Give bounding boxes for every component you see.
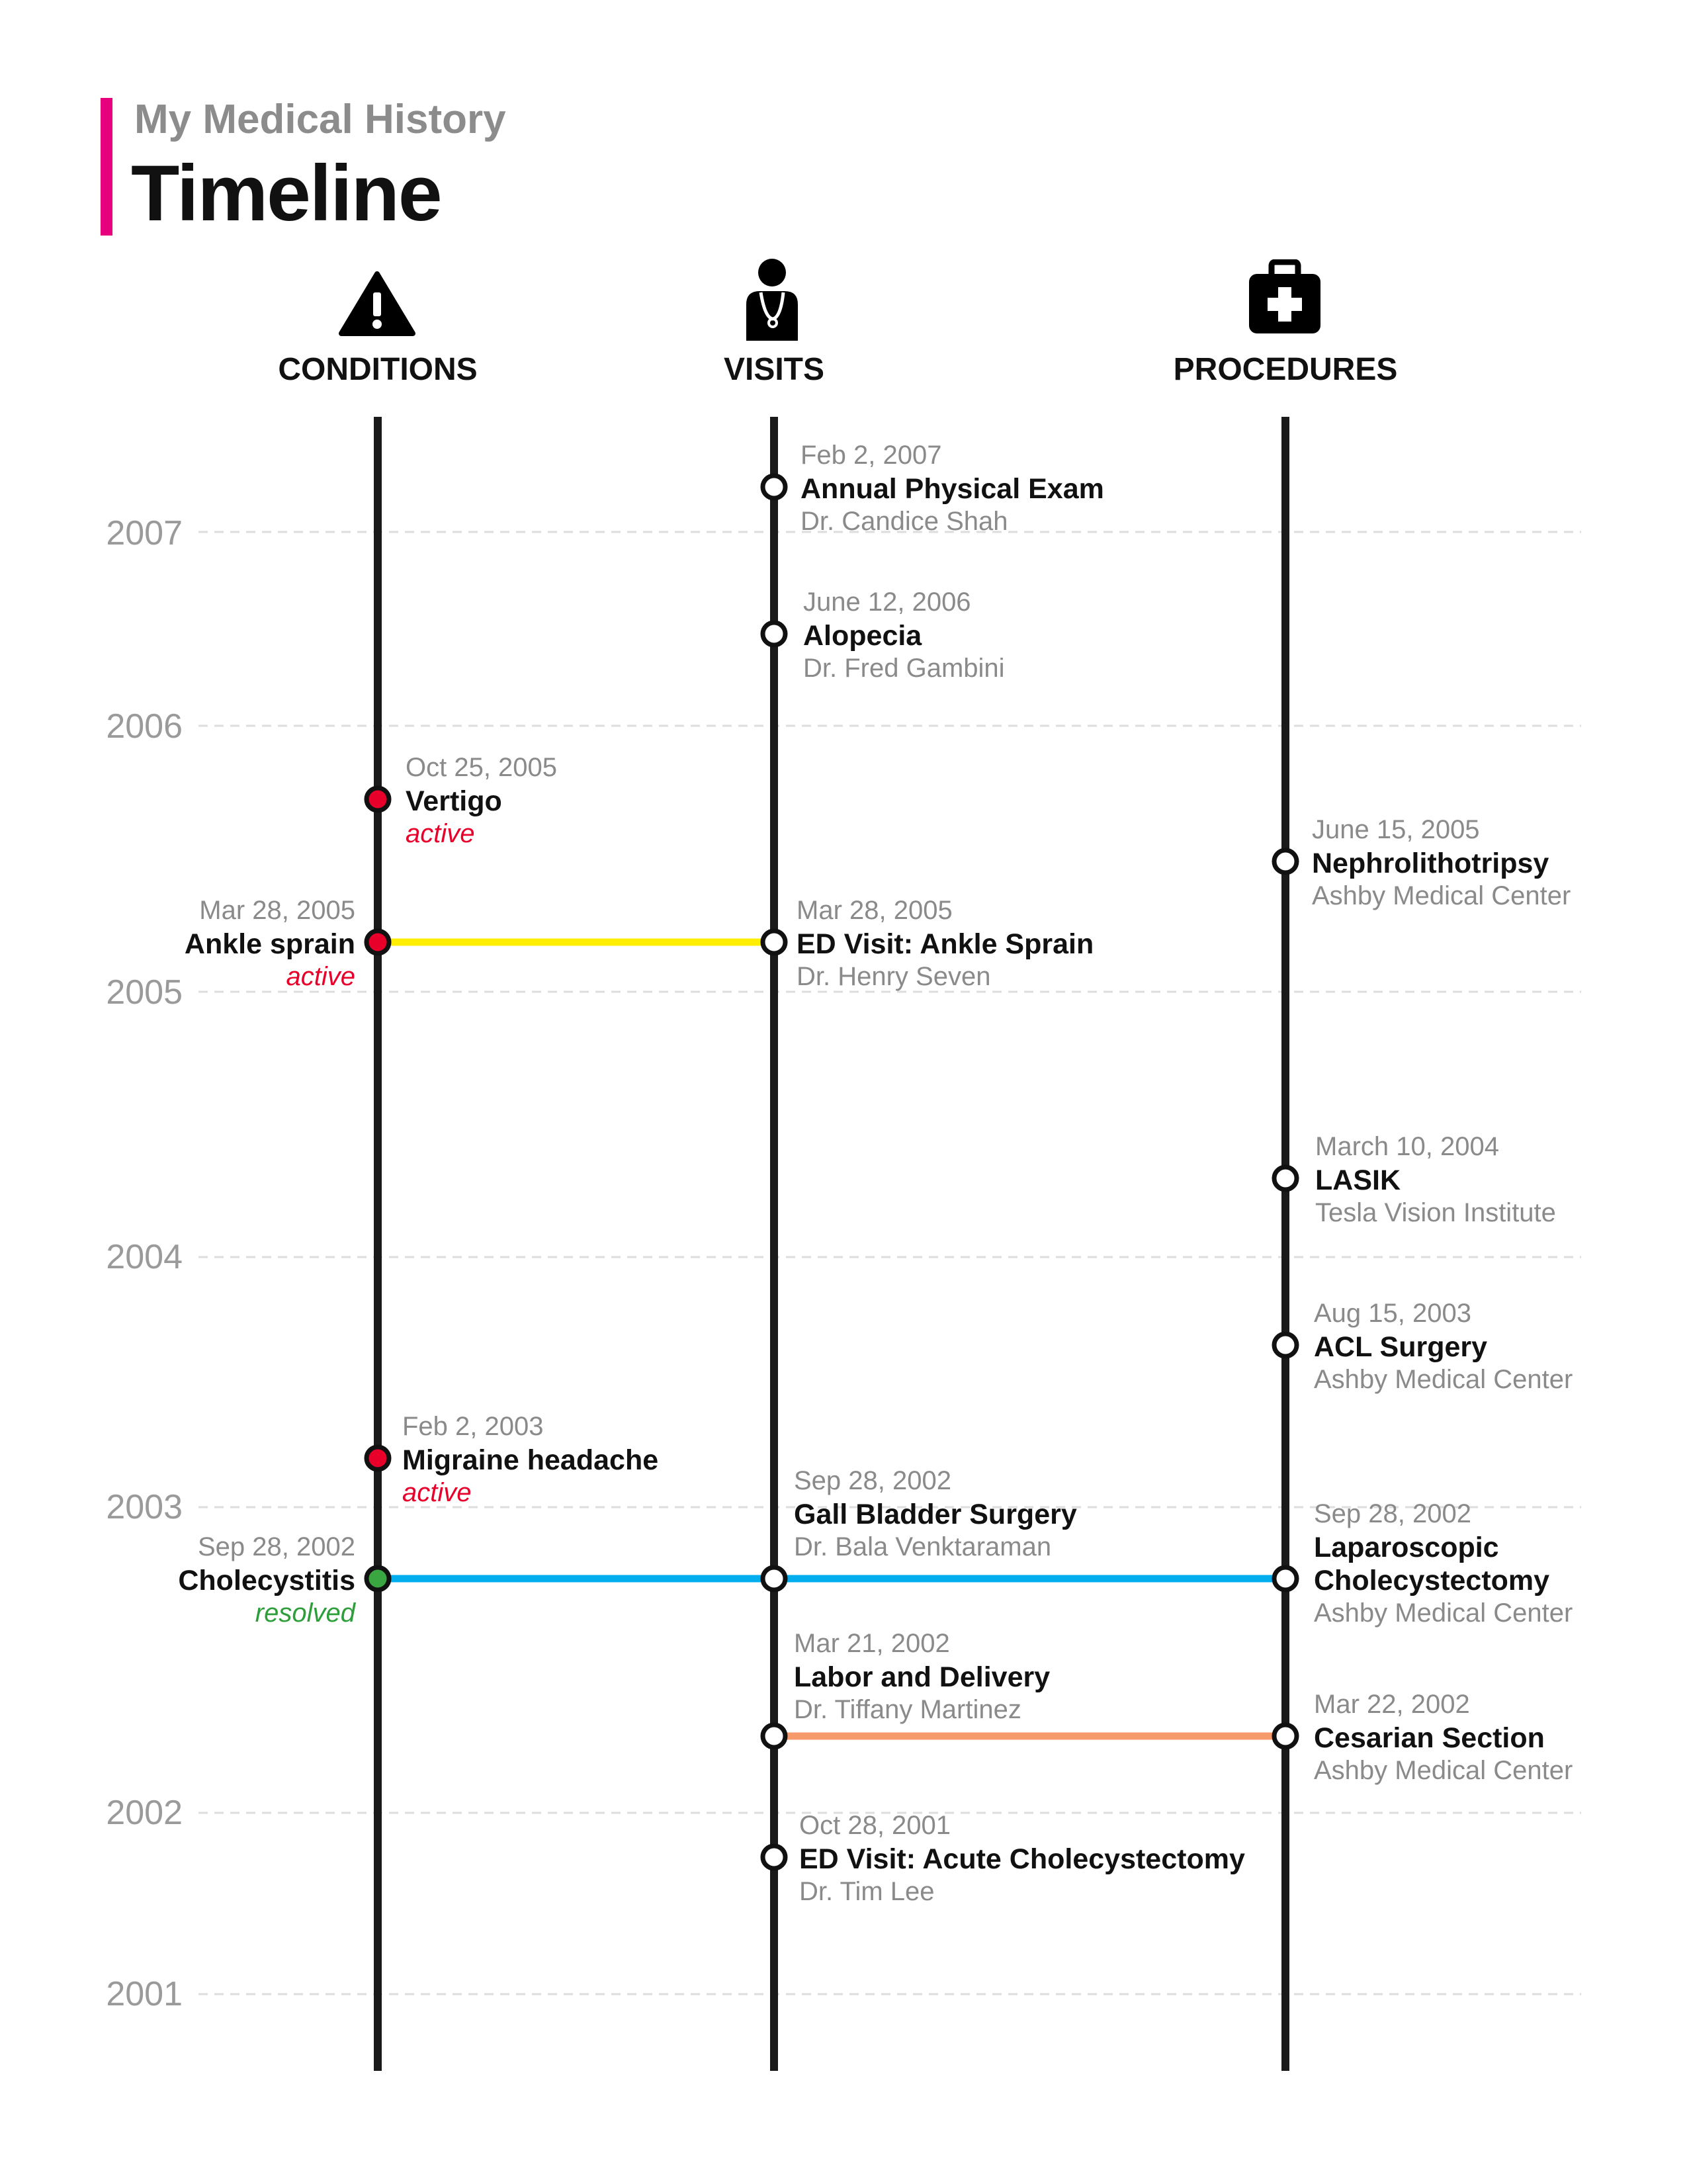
event-date: June 12, 2006 [803, 588, 971, 617]
condition-event-ankle-sprain: Mar 28, 2005 Ankle sprain active [185, 897, 355, 996]
medical-kit-icon [1248, 259, 1322, 339]
event-date: Feb 2, 2003 [402, 1412, 544, 1441]
event-detail: Dr. Henry Seven [797, 962, 991, 991]
year-label-2007: 2007 [106, 514, 183, 552]
event-detail: Ashby Medical Center [1312, 881, 1571, 910]
event-detail: Tesla Vision Institute [1315, 1198, 1556, 1227]
event-detail: Dr. Bala Venktaraman [794, 1532, 1052, 1561]
year-label-2005: 2005 [106, 973, 183, 1012]
event-date: Mar 22, 2002 [1314, 1690, 1470, 1719]
event-detail: Dr. Fred Gambini [803, 654, 1005, 683]
marker-vertigo [364, 785, 392, 813]
event-date: Mar 28, 2005 [797, 896, 953, 925]
warning-triangle-icon [337, 270, 417, 339]
year-label-2006: 2006 [106, 707, 183, 746]
event-name: Labor and Delivery [794, 1661, 1051, 1693]
marker-ed-ankle [760, 928, 788, 956]
marker-annual-physical [760, 473, 788, 501]
marker-alopecia [760, 620, 788, 648]
year-label-2001: 2001 [106, 1975, 183, 2013]
event-date: Oct 28, 2001 [799, 1811, 951, 1840]
marker-cholecystitis [364, 1565, 392, 1593]
marker-ankle-sprain [364, 928, 392, 956]
event-name: ED Visit: Acute Cholecystectomy [799, 1843, 1245, 1875]
visit-event-labor: Mar 21, 2002 Labor and Delivery Dr. Tiff… [794, 1630, 1050, 1729]
event-name: Ankle sprain [184, 928, 355, 960]
year-label-2003: 2003 [106, 1488, 183, 1526]
marker-cesarian [1272, 1722, 1299, 1750]
condition-event-vertigo: Oct 25, 2005 Vertigo active [406, 754, 557, 853]
event-name: Annual Physical Exam [800, 473, 1104, 505]
marker-ed-chole [760, 1843, 788, 1871]
page-subtitle: My Medical History [134, 97, 506, 142]
procedure-event-nephro: June 15, 2005 Nephrolithotripsy Ashby Me… [1312, 816, 1571, 916]
event-name: Vertigo [406, 785, 502, 817]
marker-lasik [1272, 1164, 1299, 1192]
condition-event-migraine: Feb 2, 2003 Migraine headache active [402, 1413, 658, 1512]
event-name: Cholecystitis [178, 1565, 355, 1596]
status-text: resolved [255, 1598, 355, 1628]
year-label-2004: 2004 [106, 1238, 183, 1276]
event-name: ACL Surgery [1314, 1331, 1488, 1363]
year-label-2002: 2002 [106, 1794, 183, 1832]
event-name-line2: Cholecystectomy [1314, 1565, 1550, 1596]
event-date: Mar 28, 2005 [199, 896, 355, 925]
marker-labor [760, 1722, 788, 1750]
event-name: ED Visit: Ankle Sprain [797, 928, 1094, 960]
marker-acl [1272, 1331, 1299, 1359]
event-date: Sep 28, 2002 [198, 1532, 355, 1561]
event-detail: Dr. Tiffany Martinez [794, 1695, 1021, 1724]
visit-event-annual-physical: Feb 2, 2007 Annual Physical Exam Dr. Can… [800, 442, 1104, 541]
status-text: active [286, 962, 356, 991]
event-detail: Dr. Tim Lee [799, 1877, 935, 1906]
event-date: June 15, 2005 [1312, 815, 1480, 844]
condition-event-cholecystitis: Sep 28, 2002 Cholecystitis resolved [178, 1534, 355, 1633]
status-text: active [402, 1478, 472, 1507]
marker-nephro [1272, 848, 1299, 875]
event-name: Gall Bladder Surgery [794, 1499, 1077, 1530]
doctor-icon [742, 258, 802, 344]
visit-event-alopecia: June 12, 2006 Alopecia Dr. Fred Gambini [803, 589, 1005, 688]
event-name: Laparoscopic [1314, 1532, 1499, 1563]
event-name: LASIK [1315, 1164, 1401, 1196]
marker-laparoscopic [1272, 1565, 1299, 1593]
procedure-event-laparoscopic: Sep 28, 2002 Laparoscopic Cholecystectom… [1314, 1501, 1573, 1633]
event-date: Aug 15, 2003 [1314, 1299, 1471, 1328]
event-date: Oct 25, 2005 [406, 753, 558, 782]
event-date: Sep 28, 2002 [794, 1466, 951, 1495]
event-detail: Ashby Medical Center [1314, 1365, 1573, 1394]
event-name: Nephrolithotripsy [1312, 848, 1549, 879]
event-date: Feb 2, 2007 [800, 441, 942, 470]
event-name: Cesarian Section [1314, 1722, 1545, 1754]
event-detail: Ashby Medical Center [1314, 1598, 1573, 1628]
event-name: Migraine headache [402, 1444, 659, 1476]
visit-event-ed-chole: Oct 28, 2001 ED Visit: Acute Cholecystec… [799, 1812, 1245, 1911]
event-detail: Ashby Medical Center [1314, 1756, 1573, 1785]
status-text: active [406, 819, 475, 848]
event-date: March 10, 2004 [1315, 1132, 1499, 1161]
marker-migraine [364, 1444, 392, 1472]
procedure-event-acl: Aug 15, 2003 ACL Surgery Ashby Medical C… [1314, 1300, 1573, 1399]
event-name: Alopecia [803, 620, 922, 652]
page-title: Timeline [131, 149, 443, 238]
event-detail: Dr. Candice Shah [800, 507, 1008, 536]
column-label-procedures: PROCEDURES [1173, 352, 1398, 387]
column-label-conditions: CONDITIONS [278, 352, 478, 387]
title-accent-bar [101, 98, 112, 236]
procedure-event-cesarian: Mar 22, 2002 Cesarian Section Ashby Medi… [1314, 1691, 1573, 1790]
marker-gall-bladder [760, 1565, 788, 1593]
event-date: Sep 28, 2002 [1314, 1499, 1471, 1528]
visit-event-ed-ankle: Mar 28, 2005 ED Visit: Ankle Sprain Dr. … [797, 897, 1094, 996]
event-date: Mar 21, 2002 [794, 1629, 950, 1658]
column-label-visits: VISITS [723, 352, 825, 387]
procedure-event-lasik: March 10, 2004 LASIK Tesla Vision Instit… [1315, 1133, 1556, 1233]
visit-event-gall-bladder: Sep 28, 2002 Gall Bladder Surgery Dr. Ba… [794, 1467, 1077, 1567]
